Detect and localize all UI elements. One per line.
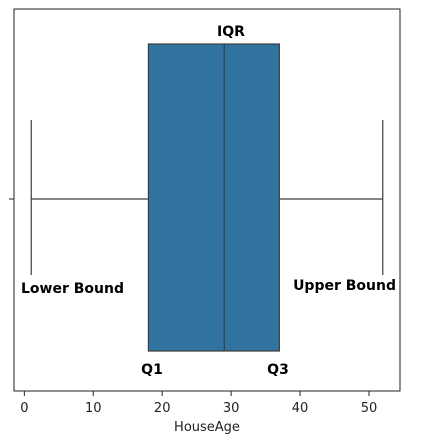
x-tick-label: 10 — [85, 401, 102, 416]
lower-bound-annotation: Lower Bound — [21, 281, 124, 297]
x-tick-label: 0 — [20, 401, 28, 416]
q1-annotation: Q1 — [141, 362, 163, 378]
x-axis-ticks: 0 10 20 30 40 50 — [20, 391, 377, 416]
x-tick-label: 40 — [292, 401, 309, 416]
x-tick-label: 30 — [223, 401, 240, 416]
x-tick-label: 20 — [154, 401, 171, 416]
iqr-box — [147, 43, 280, 352]
plot-frame — [13, 8, 401, 392]
upper-bound-annotation: Upper Bound — [293, 278, 396, 294]
q3-annotation: Q3 — [267, 362, 289, 378]
x-tick-label: 50 — [361, 401, 378, 416]
iqr-annotation: IQR — [217, 24, 245, 40]
x-axis-label: HouseAge — [174, 420, 240, 435]
